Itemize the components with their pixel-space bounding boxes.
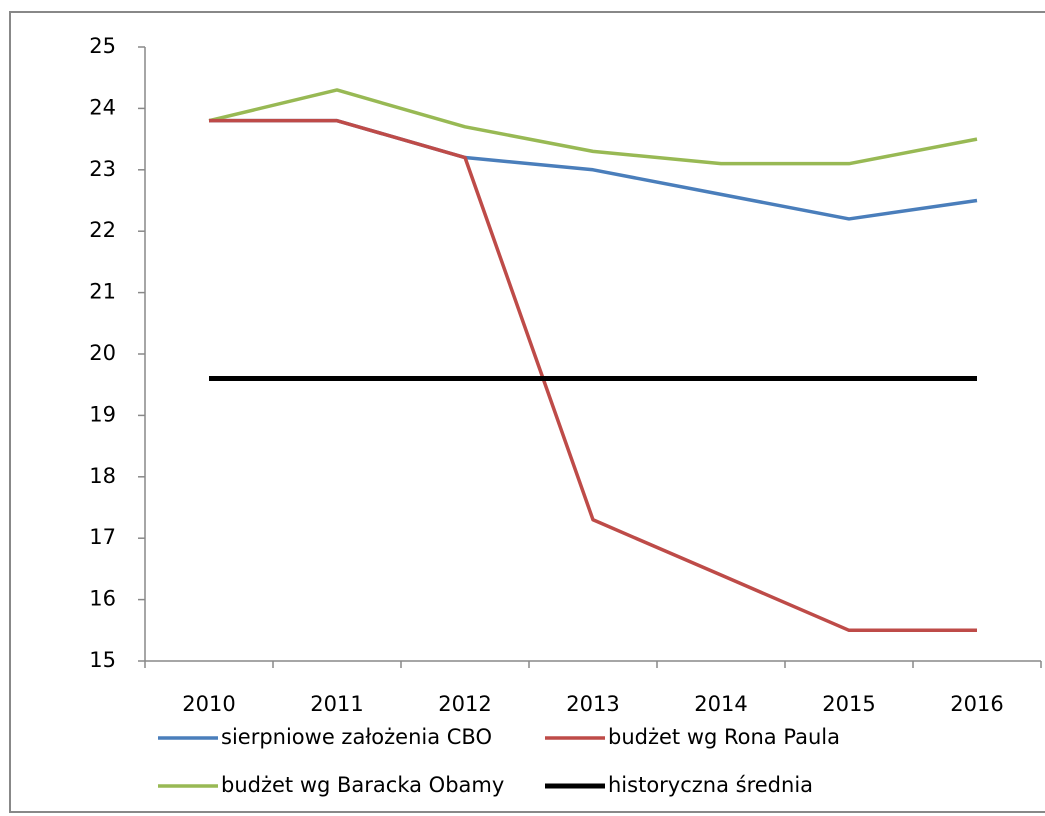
legend-label: sierpniowe założenia CBO bbox=[221, 725, 492, 749]
series-line bbox=[209, 118, 978, 221]
legend-label: budżet wg Baracka Obamy bbox=[221, 773, 504, 797]
y-tick-label: 19 bbox=[89, 402, 116, 426]
y-tick-label: 16 bbox=[89, 587, 116, 611]
y-tick-label: 23 bbox=[89, 157, 116, 181]
x-tick-label: 2013 bbox=[566, 692, 619, 716]
x-tick-label: 2011 bbox=[310, 692, 363, 716]
y-tick-label: 17 bbox=[89, 525, 116, 549]
legend-label: historyczna średnia bbox=[608, 773, 813, 797]
x-tick-label: 2015 bbox=[822, 692, 875, 716]
legend-label: budżet wg Rona Paula bbox=[608, 725, 840, 749]
y-tick-label: 25 bbox=[89, 34, 116, 58]
series-line bbox=[209, 118, 977, 633]
y-tick-label: 24 bbox=[89, 95, 116, 119]
x-tick-label: 2014 bbox=[694, 692, 747, 716]
y-tick-label: 21 bbox=[89, 280, 116, 304]
chart-frame bbox=[9, 11, 1045, 813]
y-tick-label: 15 bbox=[89, 648, 116, 672]
x-tick-label: 2010 bbox=[182, 692, 235, 716]
y-tick-label: 22 bbox=[89, 218, 116, 242]
y-tick-label: 20 bbox=[89, 341, 116, 365]
series-line bbox=[208, 88, 978, 166]
x-tick-label: 2016 bbox=[950, 692, 1003, 716]
y-tick-label: 18 bbox=[89, 464, 116, 488]
x-tick-label: 2012 bbox=[438, 692, 491, 716]
